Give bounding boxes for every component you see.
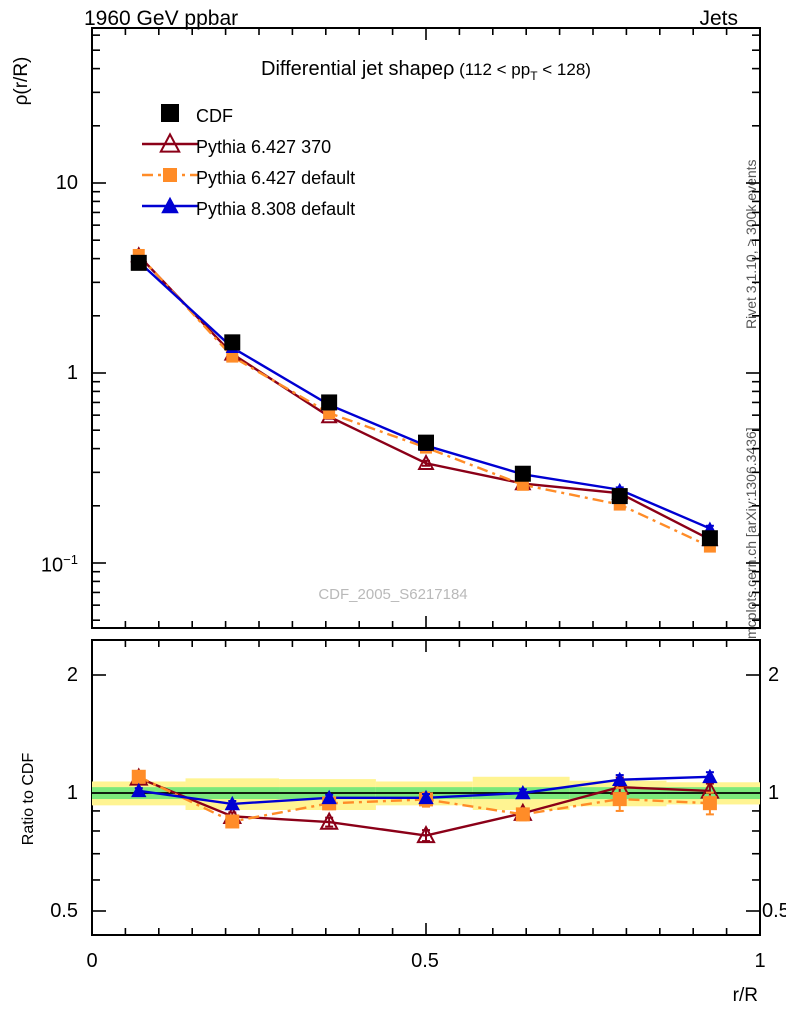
ratio-ytick-05-right: 0.5 [762,900,786,922]
main-cdf-marker [321,394,338,411]
header-right: Jets [699,7,738,30]
legend-label-pythia6-default[interactable]: Pythia 6.427 default [196,168,356,188]
main-panel-frame [91,27,761,629]
ratio-series-marker [224,795,240,811]
main-cdf-marker [418,434,434,451]
xtick-0: 0 [86,950,98,972]
ratio-series-marker [418,789,434,805]
ratio-series-marker [515,807,530,822]
legend-marker-1 [159,132,181,153]
ratio-series-marker [702,768,718,784]
ratio-series-marker [612,792,627,807]
main-ytick-01-base: 10 [40,554,64,577]
main-cdf-marker [611,488,628,505]
legend-marker-2 [163,168,177,182]
main-ytick-01: 10−1 [8,552,78,578]
main-cdf-marker [130,254,147,271]
main-series-marker [417,453,435,470]
ratio-series-marker [131,769,146,784]
xtick-1: 1 [754,950,766,972]
ratio-ytick-1-right: 1 [768,782,780,804]
main-title-cond2: < 128) [537,60,591,79]
main-ytick-1: 1 [66,362,78,384]
ratio-ytick-1-left: 1 [66,782,78,804]
main-cdf-marker [701,530,718,547]
main-series-marker [226,350,239,363]
main-title-rho: ρ [443,58,455,80]
dataset-watermark: CDF_2005_S6217184 [318,586,468,603]
legend-label-cdf[interactable]: CDF [196,106,233,126]
ratio-series-marker [515,784,531,800]
legend-marker-3 [161,196,179,214]
ratio-series-marker [702,796,717,811]
ratio-series-marker [416,824,436,844]
main-ytick-01-exp: −1 [63,552,78,567]
ratio-ytick-2-left: 2 [66,664,78,686]
ratio-ytick-05-left: 0.5 [50,900,78,922]
legend-label-pythia8-default[interactable]: Pythia 8.308 default [196,199,356,219]
main-cdf-marker [514,465,531,482]
header-left: 1960 GeV ppbar [84,7,239,30]
main-title-cond: (112 < p [454,60,521,79]
main-ytick-10: 10 [55,172,78,194]
main-series-marker [516,478,529,491]
main-title-text: Differential jet shape [261,58,444,80]
xtick-05: 0.5 [411,950,439,972]
ratio-series-marker [131,782,147,798]
xaxis-label: r/R [732,985,758,1006]
ratio-series-marker [612,771,628,787]
main-title-sub: T [530,69,538,83]
legend-marker-0 [161,104,179,122]
legend-label-pythia6-370[interactable]: Pythia 6.427 370 [196,137,332,157]
main-cdf-marker [224,334,241,351]
ratio-series-marker [319,811,339,830]
main-ylabel: ρ(r/R) [11,56,32,106]
ratio-ytick-2-right: 2 [768,664,780,686]
ratio-series-marker [225,814,240,829]
main-title: Differential jet shapeρ (112 < ppT < 128… [261,58,591,83]
ratio-series-marker [321,789,337,805]
